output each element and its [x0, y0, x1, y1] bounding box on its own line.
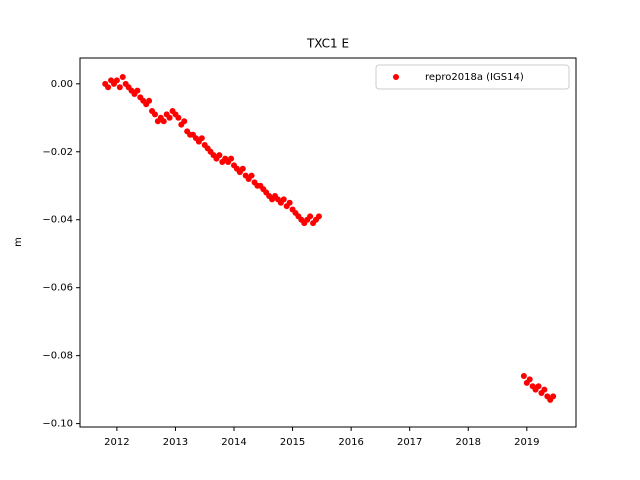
chart-title: TXC1 E — [306, 37, 349, 51]
data-point — [166, 114, 173, 121]
data-point — [520, 373, 527, 380]
y-tick-label: −0.08 — [42, 351, 73, 362]
y-tick-label: −0.06 — [42, 283, 73, 294]
data-point — [550, 393, 557, 400]
x-tick-label: 2014 — [221, 437, 246, 448]
legend-label: repro2018a (IGS14) — [425, 72, 524, 83]
data-point — [248, 172, 255, 179]
x-tick-label: 2019 — [514, 437, 539, 448]
data-point — [541, 386, 548, 393]
data-point — [228, 155, 235, 162]
data-point — [146, 97, 153, 104]
x-tick-label: 2016 — [338, 437, 363, 448]
x-tick-label: 2018 — [456, 437, 481, 448]
data-point — [315, 213, 322, 220]
data-point — [526, 376, 533, 383]
data-point — [307, 213, 314, 220]
x-tick-label: 2012 — [104, 437, 129, 448]
data-point — [113, 77, 120, 84]
data-point — [216, 152, 223, 159]
data-point — [181, 118, 188, 125]
data-point — [151, 111, 158, 118]
data-point — [198, 135, 205, 142]
data-point — [535, 383, 542, 390]
data-point — [160, 118, 167, 125]
data-point — [105, 84, 112, 91]
data-point — [239, 165, 246, 172]
legend-box — [375, 64, 570, 90]
y-tick-label: −0.04 — [42, 215, 73, 226]
data-point — [119, 74, 126, 81]
y-tick-label: 0.00 — [51, 79, 73, 90]
data-point — [175, 114, 182, 121]
data-point — [286, 199, 293, 206]
y-tick-label: −0.10 — [42, 419, 73, 430]
plot-frame — [79, 57, 577, 428]
data-point — [280, 196, 287, 203]
data-point — [116, 84, 123, 91]
y-axis-label: m — [13, 237, 24, 247]
data-point — [134, 87, 141, 94]
y-tick-label: −0.02 — [42, 147, 73, 158]
x-tick-label: 2015 — [280, 437, 305, 448]
x-tick-label: 2017 — [397, 437, 422, 448]
x-tick-label: 2013 — [163, 437, 188, 448]
legend-marker — [393, 74, 399, 80]
